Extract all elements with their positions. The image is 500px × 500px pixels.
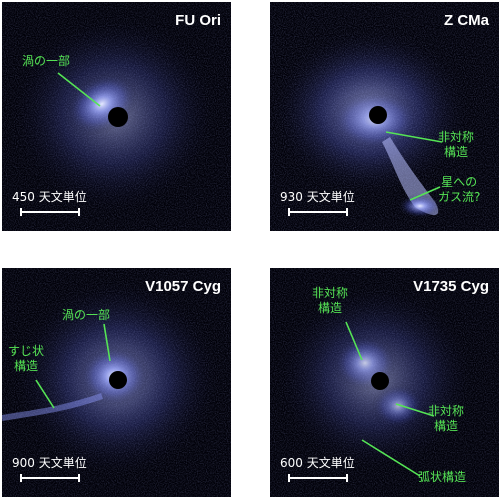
- panel-z-cma: Z CMa 非対称 構造 星への ガス流? 930 天文単位: [270, 2, 499, 231]
- annotation-label: 非対称 構造: [428, 404, 465, 433]
- nebula-image: [2, 268, 231, 497]
- scale-line: [20, 208, 80, 216]
- annotation-label: 非対称 構造: [312, 286, 349, 315]
- scale-label: 900 天文単位: [12, 456, 87, 470]
- scale-bar: 450 天文単位: [12, 188, 87, 216]
- scale-bar: 900 天文単位: [12, 454, 87, 482]
- scale-label: 600 天文単位: [280, 456, 355, 470]
- panel-fu-ori: FU Ori 渦の一部 450 天文単位: [2, 2, 231, 231]
- annotation-label: すじ状 構造: [8, 344, 45, 373]
- panel-title: V1057 Cyg: [145, 278, 221, 295]
- scale-bar: 600 天文単位: [280, 454, 355, 482]
- annotation-label: 渦の一部: [22, 54, 71, 68]
- scale-line: [288, 208, 348, 216]
- panel-title: V1735 Cyg: [413, 278, 489, 295]
- annotation-label: 弧状構造: [418, 470, 467, 484]
- panel-v1735-cyg: V1735 Cyg 非対称 構造 非対称 構造 弧状構造 600 天文単位: [270, 268, 499, 497]
- scale-bar: 930 天文単位: [280, 188, 355, 216]
- panel-v1057-cyg: V1057 Cyg 渦の一部 すじ状 構造 900 天文単位: [2, 268, 231, 497]
- annotation-label: 渦の一部: [62, 308, 111, 322]
- scale-line: [20, 474, 80, 482]
- panel-title: FU Ori: [175, 12, 221, 29]
- scale-line: [288, 474, 348, 482]
- scale-label: 450 天文単位: [12, 190, 87, 204]
- scale-label: 930 天文単位: [280, 190, 355, 204]
- panel-title: Z CMa: [444, 12, 489, 29]
- annotation-label: 星への ガス流?: [438, 175, 481, 204]
- annotation-label: 非対称 構造: [438, 130, 475, 159]
- nebula-image: [270, 2, 499, 231]
